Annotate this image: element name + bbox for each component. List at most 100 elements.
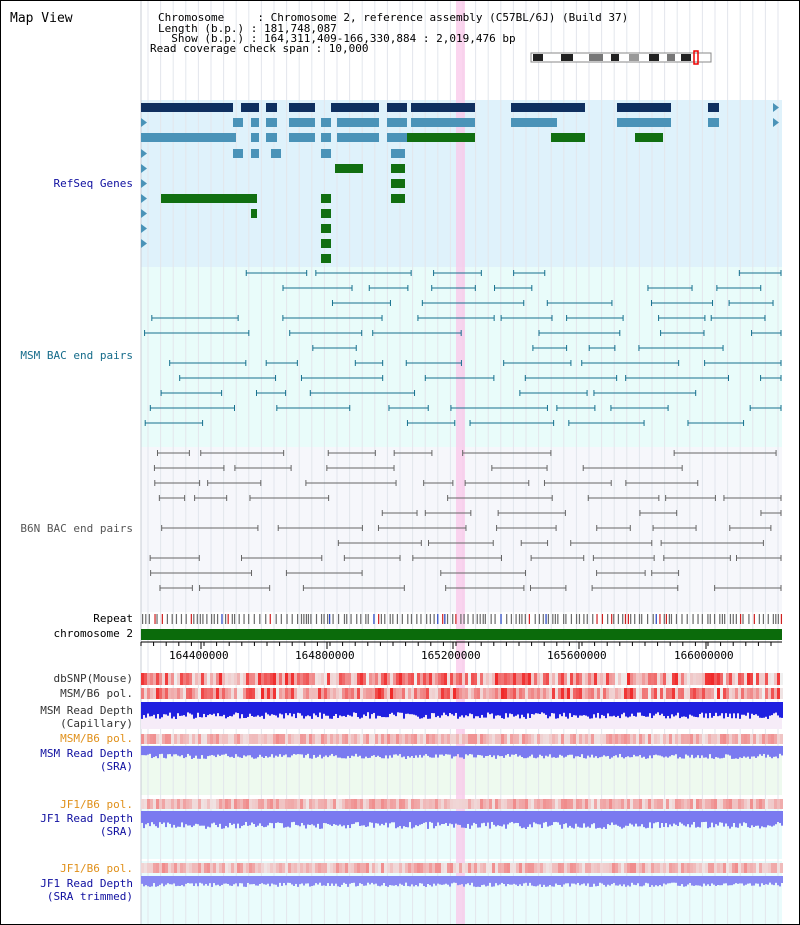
msm-cap-depth-bar (205, 702, 207, 718)
jf1-sra-depth-bar (563, 811, 565, 825)
msm-pol-2-heat-cell (624, 734, 627, 744)
jf1-pol-2-heat-cell (432, 863, 435, 873)
dbsnp-heat-cell (651, 673, 654, 685)
msm-cap-depth-bar (435, 702, 437, 718)
msm-sra-depth-bar (439, 746, 441, 755)
jf1-pol-heat-cell (645, 799, 648, 809)
repeat-mark (565, 614, 567, 624)
track-label-msm-b6-pol[interactable]: MSM/B6 pol. (60, 687, 133, 700)
repeat-mark (735, 614, 737, 624)
jf1-sra-depth-bar (215, 811, 217, 825)
jf1-trim-depth-bar (639, 876, 641, 887)
gene-arrow (141, 209, 147, 218)
msm-cap-depth-bar (193, 702, 195, 719)
track-label-jf1-pol-2[interactable]: JF1/B6 pol. (60, 862, 133, 875)
jf1-trim-depth-bar (423, 876, 425, 886)
dbsnp-heat-cell (477, 673, 480, 685)
msm-sra-depth-bar (525, 746, 527, 759)
repeat-track[interactable] (142, 614, 783, 624)
track-label-jf1-trim[interactable]: JF1 Read Depth (40, 877, 133, 890)
msm-cap-depth-bar (543, 702, 545, 714)
jf1-pol-heat-cell (735, 799, 738, 809)
b6n-bac-track[interactable] (149, 450, 782, 591)
jf1-trim-depth-bar (361, 876, 363, 885)
msm-cap-depth-bar (625, 702, 627, 717)
jf1-pol-2-heat-cell (612, 863, 615, 873)
jf1-pol-2-heat-cell (273, 863, 276, 873)
track-label-b6n-bac[interactable]: B6N BAC end pairs (20, 522, 133, 535)
track-label-dbsnp[interactable]: dbSNP(Mouse) (53, 672, 133, 685)
jf1-trim-depth-bar (475, 876, 477, 887)
jf1-pol-heat-cell (144, 799, 147, 809)
jf1-pol-heat-cell (744, 799, 747, 809)
gene-feature (407, 133, 475, 142)
jf1-trim-depth-bar (625, 876, 627, 887)
jf1-trim-depth-bar (657, 876, 659, 887)
chromosome-ideogram[interactable] (530, 50, 712, 65)
track-label-repeat[interactable]: Repeat (93, 612, 133, 625)
msm-sra-depth-bar (319, 746, 321, 755)
dbsnp-heat-cell (564, 673, 567, 685)
msm-cap-depth-bar (531, 702, 533, 715)
track-label-refseq[interactable]: RefSeq Genes (53, 177, 133, 190)
jf1-sra-depth-bar (485, 811, 487, 827)
jf1-trim-depth-bar (487, 876, 489, 886)
jf1-sra-depth-bar (703, 811, 705, 822)
jf1-pol-heat-cell (576, 799, 579, 809)
jf1-trim-depth-bar (215, 876, 217, 886)
jf1-trim-depth-bar (583, 876, 585, 884)
jf1-trim-depth-bar (277, 876, 279, 887)
track-label-msm-depth-sra[interactable]: MSM Read Depth (40, 747, 133, 760)
msm-pol-heat-cell (249, 688, 252, 699)
msm-sra-depth-bar (399, 746, 401, 755)
dbsnp-heat-cell (588, 673, 591, 685)
jf1-pol-2-heat-cell (450, 863, 453, 873)
jf1-trim-depth-bar (513, 876, 515, 884)
dbsnp-heat-cell (297, 673, 300, 685)
msm-pol-2-heat-cell (711, 734, 714, 744)
track-label-jf1-pol[interactable]: JF1/B6 pol. (60, 798, 133, 811)
msm-pol-2-heat-cell (759, 734, 762, 744)
track-label-msm-b6-pol-2[interactable]: MSM/B6 pol. (60, 732, 133, 745)
msm-bac-track[interactable] (144, 270, 782, 426)
msm-sra-depth-bar (201, 746, 203, 756)
msm-cap-depth-bar (157, 702, 159, 715)
jf1-pol-2-heat-cell (669, 863, 672, 873)
msm-cap-depth-bar (327, 702, 329, 716)
jf1-trim-depth-bar (651, 876, 653, 886)
jf1-sra-depth-bar (665, 811, 667, 824)
track-label-msm-bac[interactable]: MSM BAC end pairs (20, 349, 133, 362)
msm-sra-depth-bar (601, 746, 603, 757)
dbsnp-heat-cell (414, 673, 417, 685)
msm-sra-depth-bar (153, 746, 155, 758)
msm-cap-depth-bar (461, 702, 463, 716)
repeat-mark (291, 614, 293, 624)
msm-cap-depth-bar (365, 702, 367, 717)
jf1-pol-2-heat-cell (288, 863, 291, 873)
jf1-pol-heat-cell (207, 799, 210, 809)
repeat-mark (630, 614, 632, 624)
msm-sra-depth-bar (753, 746, 755, 757)
jf1-pol-heat-cell (219, 799, 222, 809)
msm-sra-depth-bar (633, 746, 635, 755)
jf1-trim-depth-bar (243, 876, 245, 887)
msm-sra-depth-bar (703, 746, 705, 758)
msm-cap-depth-bar (653, 702, 655, 716)
msm-pol-2-heat-cell (207, 734, 210, 744)
jf1-trim-depth-bar (493, 876, 495, 887)
msm-cap-depth-bar (589, 702, 591, 719)
msm-sra-depth-bar (595, 746, 597, 757)
track-label-chromosome[interactable]: chromosome 2 (53, 627, 133, 640)
msm-pol-heat-cell (252, 688, 255, 699)
track-label-jf1-depth[interactable]: JF1 Read Depth (40, 812, 133, 825)
refseq-genes-track[interactable] (141, 103, 779, 263)
msm-cap-depth-bar (745, 702, 747, 716)
jf1-pol-2-heat-cell (459, 863, 462, 873)
jf1-sra-depth-bar (213, 811, 215, 823)
msm-cap-depth-bar (209, 702, 211, 715)
track-label-msm-depth-cap[interactable]: MSM Read Depth (40, 704, 133, 717)
jf1-pol-2-heat-cell (414, 863, 417, 873)
msm-sra-depth-bar (683, 746, 685, 759)
